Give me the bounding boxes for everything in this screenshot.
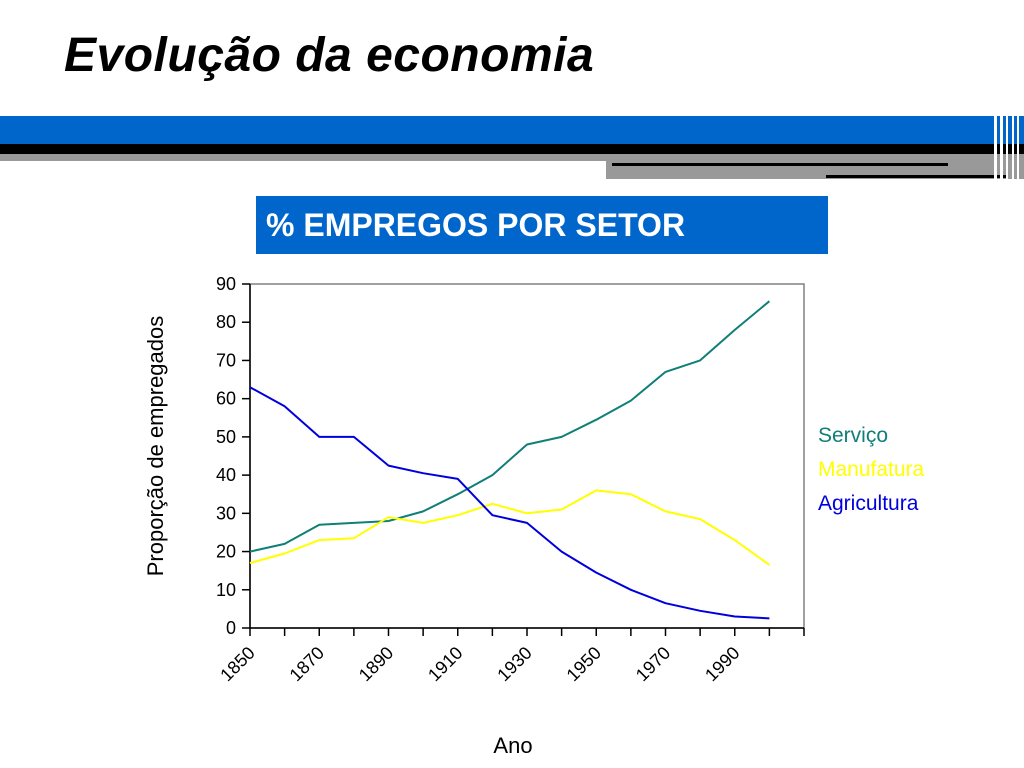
decor-blue-band [0, 116, 1024, 144]
x-tick-label: 1870 [286, 643, 328, 685]
x-tick-label: 1990 [701, 643, 743, 685]
y-axis-title: Proporção de empregados [143, 316, 168, 577]
legend-item-servico: Serviço [818, 424, 888, 447]
series-line-manufatura [249, 489, 770, 566]
decor-black-band [0, 144, 1024, 154]
x-tick-label: 1930 [493, 643, 535, 685]
chart-banner: % EMPREGOS POR SETOR [256, 196, 828, 254]
x-tick-label: 1850 [216, 643, 258, 685]
slide-title: Evolução da economia [64, 29, 595, 82]
series-line-agricultura [249, 386, 770, 620]
x-axis-title: Ano [493, 733, 532, 758]
decor-line-1 [612, 163, 948, 166]
y-tick-label: 90 [216, 274, 236, 294]
series-line-servico [249, 300, 771, 553]
y-tick-label: 0 [226, 618, 236, 638]
y-tick-label: 20 [216, 542, 236, 562]
decor-line-2 [826, 175, 1006, 178]
y-tick-label: 30 [216, 503, 236, 523]
x-tick-label: 1890 [355, 643, 397, 685]
legend-item-manufatura: Manufatura [818, 458, 925, 481]
y-tick-label: 60 [216, 389, 236, 409]
y-tick-label: 40 [216, 465, 236, 485]
x-tick-label: 1950 [563, 643, 605, 685]
decor-stripes [994, 116, 1019, 179]
plot-area [249, 283, 805, 629]
decor-gray-band [0, 154, 1024, 161]
y-tick-label: 70 [216, 350, 236, 370]
decor-gray-block [606, 154, 1024, 179]
y-tick-label: 10 [216, 580, 236, 600]
x-tick-label: 1910 [424, 643, 466, 685]
header-decoration [0, 116, 1024, 179]
y-tick-label: 50 [216, 427, 236, 447]
legend: Serviço Manufatura Agricultura [818, 424, 925, 515]
y-tick-label: 80 [216, 312, 236, 332]
x-tick-label: 1970 [632, 643, 674, 685]
legend-item-agricultura: Agricultura [818, 492, 919, 515]
